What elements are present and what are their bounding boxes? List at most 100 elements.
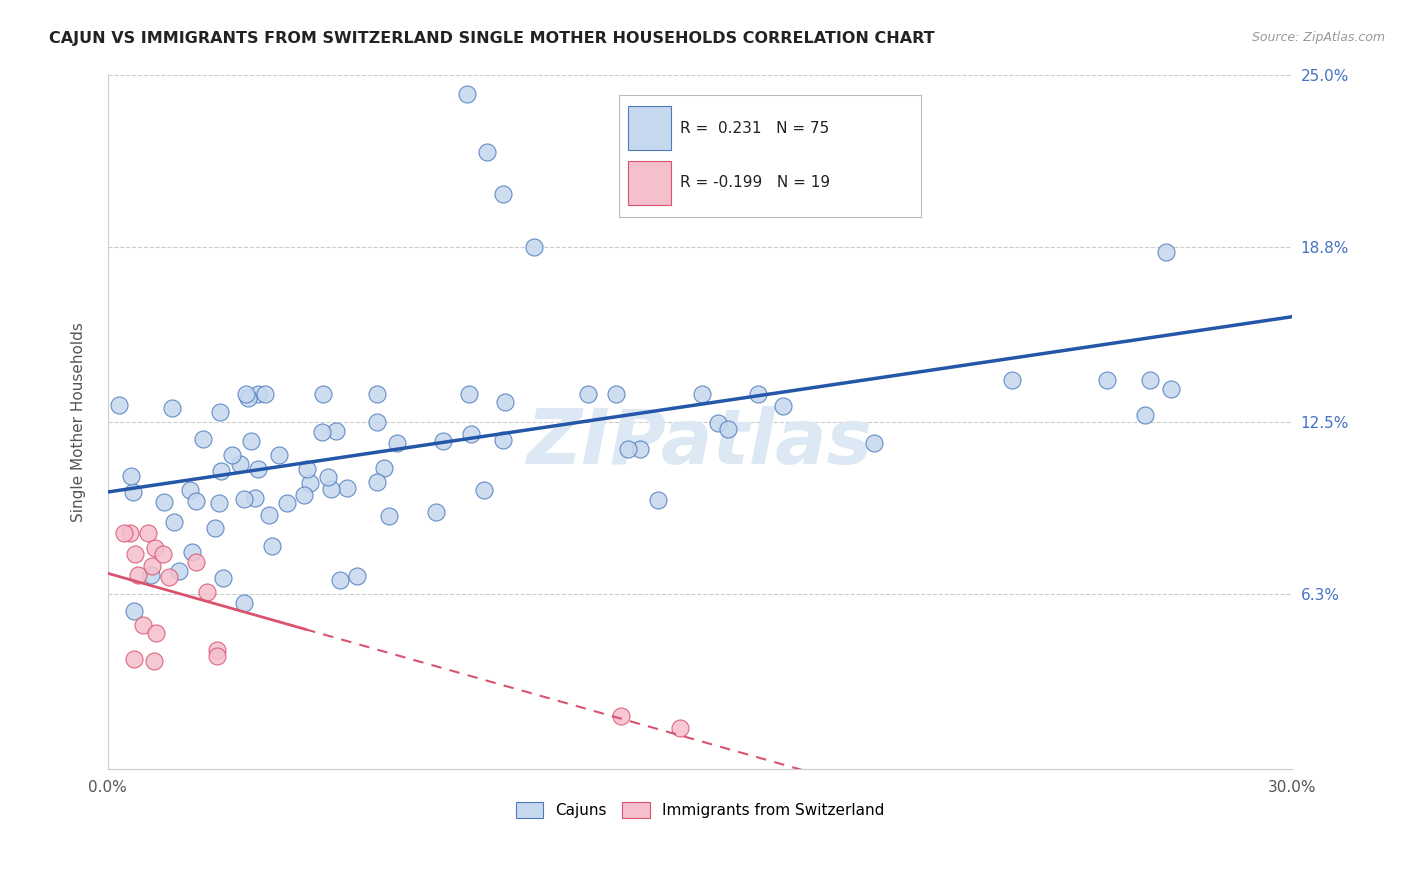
Point [208,405,231,419]
Point [136,526,159,541]
Point [747,387,769,401]
Text: Source: ZipAtlas.com: Source: ZipAtlas.com [1251,31,1385,45]
Point [253,387,276,401]
Point [209,464,232,478]
Point [1001,373,1024,387]
Point [316,469,339,483]
Point [311,425,333,440]
Point [292,488,315,502]
Point [669,721,692,735]
Point [717,422,740,436]
Point [124,547,146,561]
Point [378,508,401,523]
Point [456,87,478,101]
Point [120,526,142,541]
Point [184,555,207,569]
Point [235,387,257,401]
Point [690,387,713,401]
Point [163,515,186,529]
Point [1133,409,1156,423]
Point [145,625,167,640]
Point [212,571,235,585]
Point [475,145,498,160]
Point [460,427,482,442]
Point [193,433,215,447]
Point [184,494,207,508]
Point [127,568,149,582]
Point [1154,245,1177,260]
Point [472,483,495,497]
Point [179,483,201,497]
Point [204,521,226,535]
Point [160,401,183,415]
Point [122,652,145,666]
Point [628,442,651,456]
Point [167,564,190,578]
Point [495,394,517,409]
Point [366,475,388,489]
Point [207,496,229,510]
Point [112,526,135,541]
Point [143,654,166,668]
Point [617,442,640,457]
Point [295,462,318,476]
Point [523,240,546,254]
Point [1095,373,1118,387]
Point [1139,373,1161,387]
Text: ZIPatlas: ZIPatlas [527,406,873,480]
Point [387,436,409,450]
Point [260,539,283,553]
Point [1160,382,1182,396]
Point [492,433,515,447]
Point [491,187,513,202]
Point [335,481,357,495]
Point [247,387,270,401]
Point [141,559,163,574]
Point [157,570,180,584]
Point [276,496,298,510]
Text: CAJUN VS IMMIGRANTS FROM SWITZERLAND SINGLE MOTHER HOUSEHOLDS CORRELATION CHART: CAJUN VS IMMIGRANTS FROM SWITZERLAND SIN… [49,31,935,46]
Point [108,398,131,412]
Point [121,484,143,499]
Point [205,643,228,657]
Point [267,448,290,462]
Point [329,574,352,588]
Legend: Cajuns, Immigrants from Switzerland: Cajuns, Immigrants from Switzerland [509,796,890,824]
Point [152,547,174,561]
Point [346,568,368,582]
Point [153,494,176,508]
Point [240,434,263,448]
Point [312,387,335,401]
Point [366,415,388,429]
Point [233,491,256,506]
Point [195,585,218,599]
Point [232,597,254,611]
Point [181,545,204,559]
Point [325,424,347,438]
Point [863,435,886,450]
Point [458,387,481,401]
Point [299,476,322,491]
Point [122,604,145,618]
Point [246,462,269,476]
Y-axis label: Single Mother Households: Single Mother Households [72,322,86,522]
Point [605,387,627,401]
Point [425,505,447,519]
Point [221,448,243,462]
Point [120,469,142,483]
Point [707,417,730,431]
Point [319,482,342,496]
Point [576,387,599,401]
Point [238,391,260,405]
Point [610,709,633,723]
Point [207,649,229,664]
Point [373,461,395,475]
Point [139,568,162,582]
Point [257,508,280,522]
Point [432,434,454,448]
Point [647,492,669,507]
Point [132,618,155,632]
Point [366,387,388,401]
Point [229,457,252,471]
Point [772,399,794,413]
